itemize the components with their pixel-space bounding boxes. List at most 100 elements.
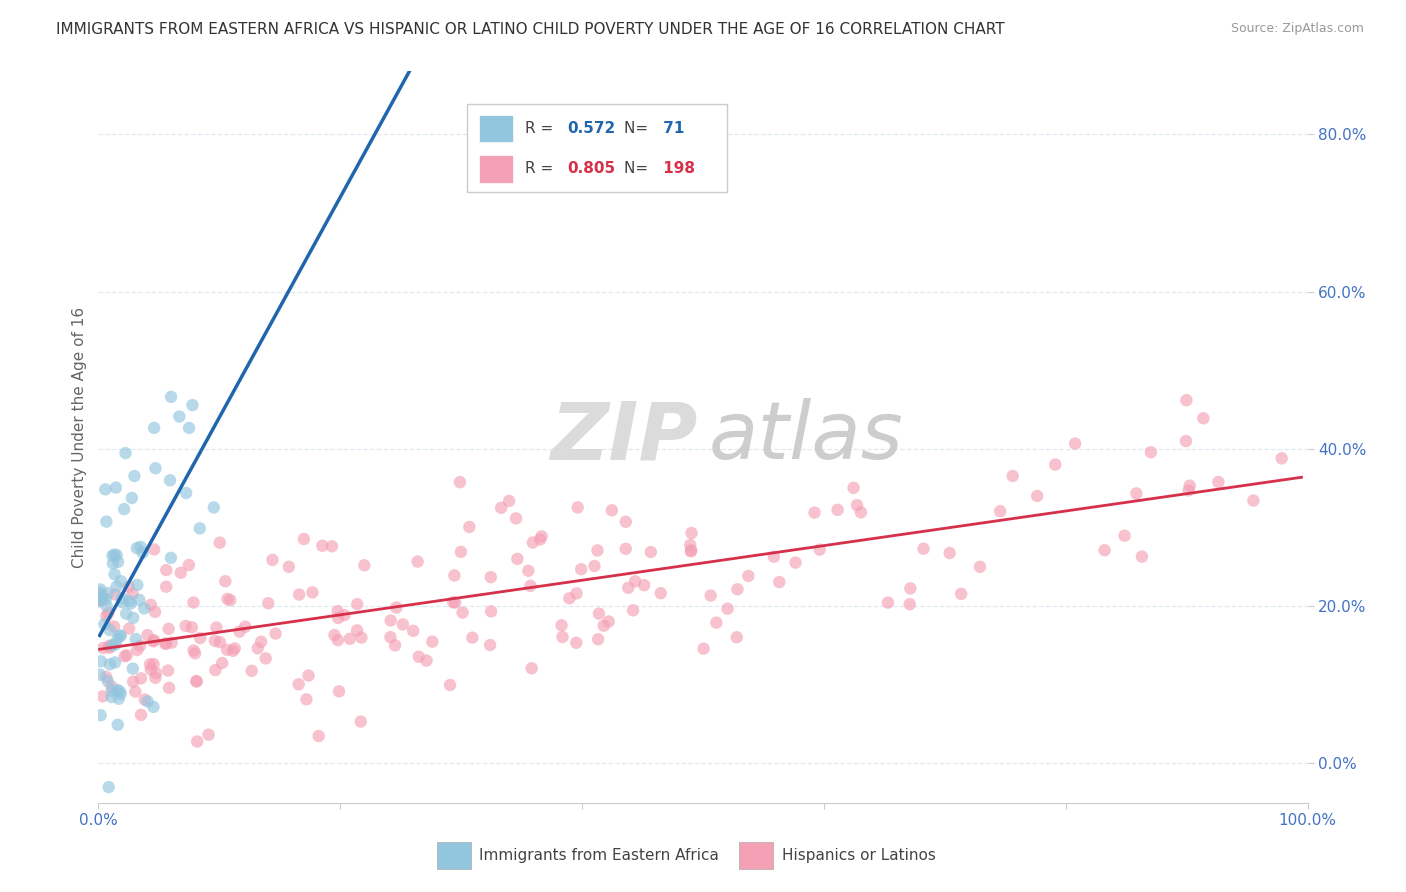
Text: Source: ZipAtlas.com: Source: ZipAtlas.com bbox=[1230, 22, 1364, 36]
Text: R =: R = bbox=[526, 161, 558, 176]
Point bbox=[1140, 445, 1163, 459]
Point bbox=[98, 623, 121, 637]
Point bbox=[1178, 478, 1201, 492]
Bar bbox=[479, 154, 513, 183]
Point bbox=[118, 622, 141, 636]
Point bbox=[112, 502, 135, 516]
Point bbox=[124, 469, 146, 483]
Point bbox=[323, 628, 346, 642]
Point bbox=[1271, 451, 1294, 466]
Text: atlas: atlas bbox=[709, 398, 904, 476]
Point bbox=[90, 654, 112, 668]
Point bbox=[489, 500, 512, 515]
Point bbox=[598, 615, 620, 629]
Point bbox=[91, 641, 114, 656]
Point bbox=[104, 548, 127, 562]
Point bbox=[530, 529, 553, 543]
Point bbox=[128, 592, 150, 607]
Point bbox=[139, 657, 162, 672]
Point bbox=[96, 515, 118, 529]
Point bbox=[588, 607, 610, 621]
Point bbox=[110, 629, 132, 643]
Point bbox=[479, 570, 502, 584]
Point bbox=[849, 505, 872, 519]
Point bbox=[592, 618, 614, 632]
Point bbox=[762, 549, 785, 564]
Point bbox=[586, 543, 609, 558]
Point bbox=[380, 614, 402, 628]
Point bbox=[115, 648, 138, 663]
Point bbox=[450, 545, 472, 559]
Point bbox=[155, 637, 177, 651]
Point bbox=[297, 668, 319, 682]
Point bbox=[89, 585, 111, 599]
Point bbox=[157, 664, 180, 678]
Point bbox=[160, 636, 183, 650]
Point bbox=[142, 700, 165, 714]
Point bbox=[97, 606, 120, 620]
Point bbox=[136, 694, 159, 708]
Point bbox=[114, 649, 136, 664]
Point bbox=[174, 486, 197, 500]
Point bbox=[522, 535, 544, 549]
Point bbox=[104, 656, 127, 670]
Point bbox=[103, 567, 125, 582]
Point bbox=[153, 636, 176, 650]
Point bbox=[350, 714, 373, 729]
Point bbox=[614, 515, 637, 529]
Point bbox=[121, 587, 143, 601]
Point bbox=[950, 587, 973, 601]
Point bbox=[142, 657, 165, 672]
Point bbox=[208, 535, 231, 549]
Point bbox=[100, 680, 122, 694]
Point bbox=[108, 691, 131, 706]
Point bbox=[143, 605, 166, 619]
Point bbox=[94, 483, 117, 497]
Point bbox=[111, 595, 134, 609]
Point bbox=[169, 409, 191, 424]
Point bbox=[107, 632, 129, 646]
Point bbox=[186, 674, 208, 689]
Point bbox=[1208, 475, 1230, 489]
Point bbox=[449, 475, 471, 490]
Text: IMMIGRANTS FROM EASTERN AFRICA VS HISPANIC OR LATINO CHILD POVERTY UNDER THE AGE: IMMIGRANTS FROM EASTERN AFRICA VS HISPAN… bbox=[56, 22, 1005, 37]
Point bbox=[827, 503, 849, 517]
Point bbox=[139, 663, 162, 677]
Point bbox=[180, 620, 202, 634]
Point bbox=[679, 544, 702, 558]
Point bbox=[295, 692, 318, 706]
Point bbox=[101, 684, 124, 698]
Point bbox=[506, 552, 529, 566]
Point bbox=[292, 532, 315, 546]
Point bbox=[621, 603, 644, 617]
Point bbox=[105, 548, 128, 562]
Point bbox=[1177, 483, 1199, 498]
Point bbox=[385, 600, 408, 615]
Point bbox=[262, 553, 284, 567]
Point bbox=[439, 678, 461, 692]
Point bbox=[145, 671, 167, 685]
Point bbox=[1241, 493, 1264, 508]
Point bbox=[129, 540, 152, 554]
Point bbox=[458, 520, 481, 534]
Point bbox=[444, 596, 467, 610]
Bar bbox=[437, 842, 471, 869]
Point bbox=[145, 461, 167, 475]
Point bbox=[145, 666, 167, 681]
Point bbox=[633, 578, 655, 592]
Point bbox=[91, 591, 114, 605]
Point bbox=[105, 580, 128, 594]
Point bbox=[155, 580, 177, 594]
Point bbox=[122, 611, 145, 625]
Point bbox=[131, 546, 153, 560]
Point bbox=[96, 670, 118, 684]
Point bbox=[277, 559, 299, 574]
Point bbox=[640, 545, 662, 559]
Text: ZIP: ZIP bbox=[550, 398, 697, 476]
Point bbox=[479, 638, 502, 652]
Point bbox=[204, 633, 226, 648]
Point bbox=[108, 684, 131, 698]
Point bbox=[699, 589, 721, 603]
Text: 198: 198 bbox=[658, 161, 695, 176]
Point bbox=[558, 591, 581, 606]
